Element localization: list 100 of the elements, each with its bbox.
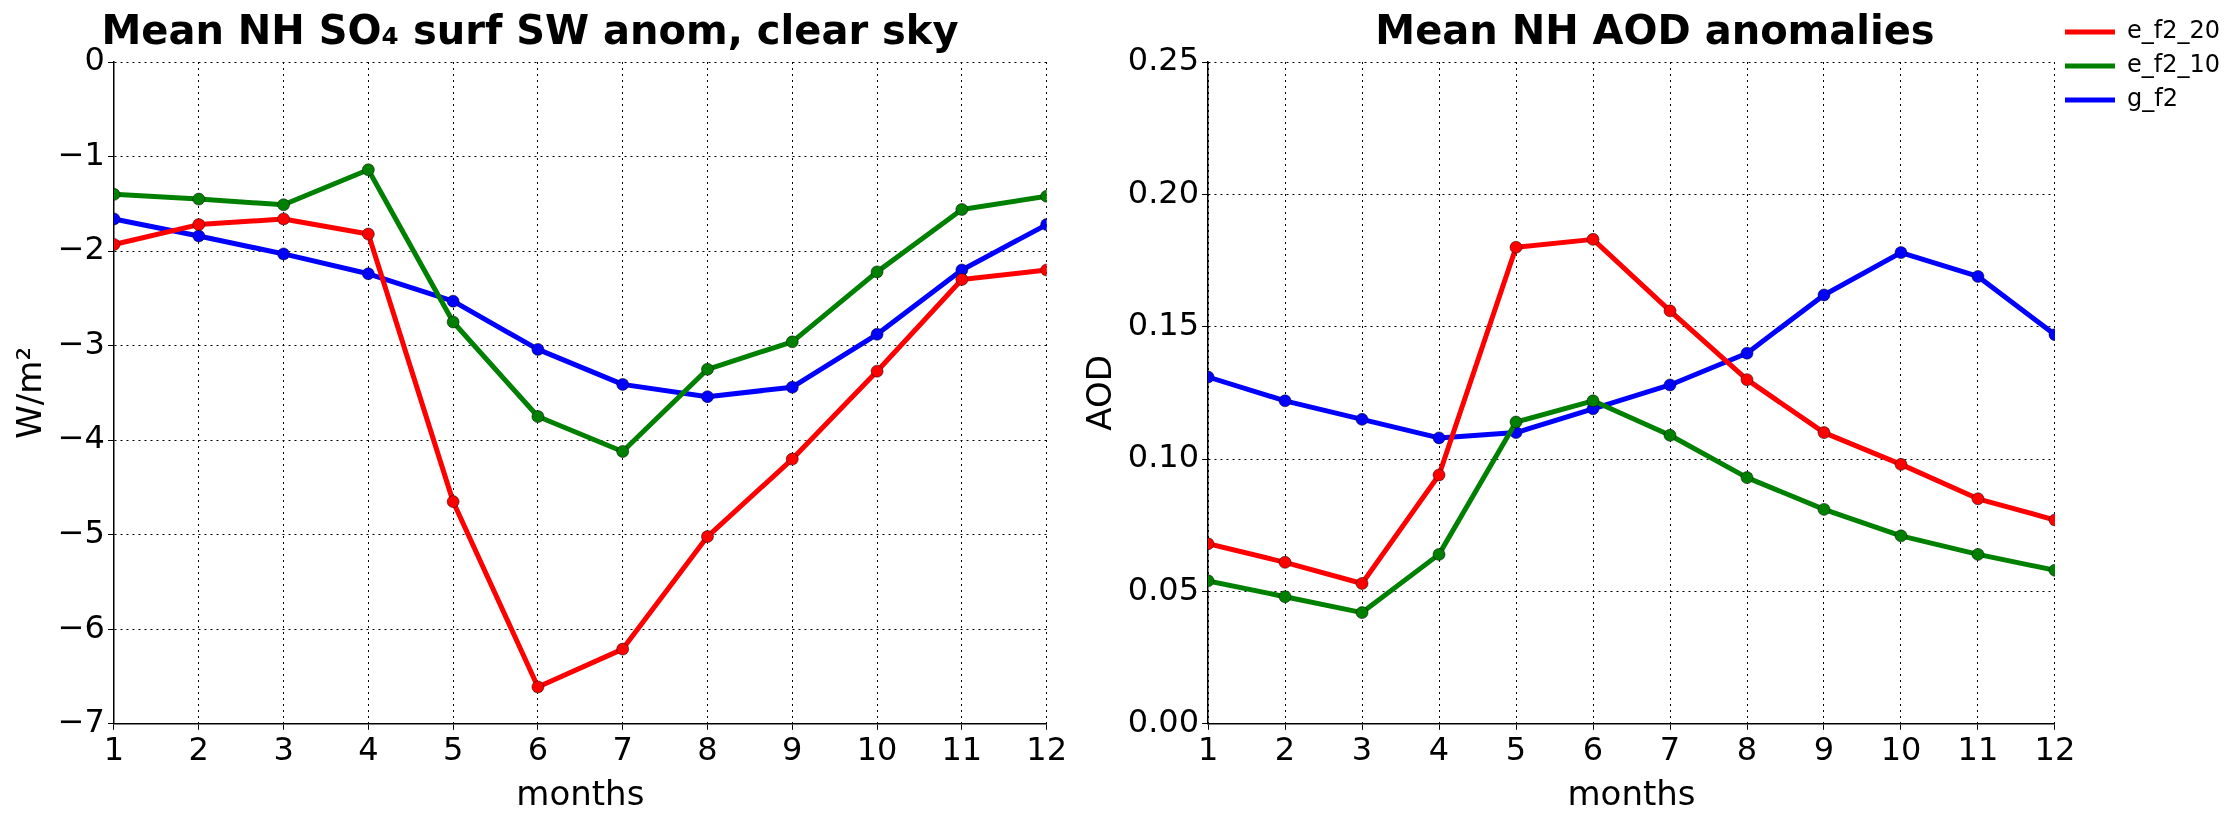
- y-tick-label: 0.00: [1127, 702, 1200, 741]
- x-tick-label: 12: [1026, 730, 1067, 769]
- y-tick-label: −6: [57, 607, 105, 646]
- x-tick-label: 12: [2034, 730, 2076, 769]
- point: [870, 328, 884, 341]
- point: [1509, 241, 1523, 254]
- point: [1278, 556, 1292, 569]
- point: [1894, 458, 1908, 471]
- point: [531, 680, 545, 694]
- x-tick-label: 3: [1351, 730, 1373, 769]
- legend-label: e_f2_20: [2126, 16, 2221, 45]
- point: [1355, 413, 1369, 426]
- x-tick-label: 2: [188, 730, 209, 769]
- point: [531, 343, 545, 356]
- point: [192, 192, 206, 206]
- x-tick-label: 8: [1736, 730, 1758, 769]
- point: [1432, 468, 1446, 482]
- point: [870, 364, 884, 378]
- x-tick-label: 4: [358, 730, 379, 769]
- x-tick-label: 2: [1274, 730, 1296, 769]
- y-tick-label: 0.15: [1127, 305, 1200, 344]
- point: [1663, 429, 1677, 442]
- point: [786, 380, 799, 394]
- point: [701, 390, 714, 403]
- point: [277, 198, 290, 212]
- x-axis-title: months: [516, 773, 645, 814]
- point: [1586, 233, 1600, 246]
- point: [1971, 548, 1985, 561]
- y-tick-label: −1: [57, 134, 105, 173]
- point: [1432, 431, 1446, 445]
- x-tick-label: 7: [1659, 730, 1681, 769]
- point: [1740, 471, 1754, 484]
- point: [1971, 492, 1985, 506]
- point: [1740, 346, 1754, 360]
- point: [1817, 503, 1831, 516]
- y-axis-title: W/m²: [9, 346, 50, 439]
- point: [616, 445, 629, 458]
- point: [1663, 304, 1677, 318]
- point: [955, 273, 969, 286]
- point: [786, 335, 799, 349]
- x-tick-label: 1: [1197, 730, 1219, 769]
- y-tick-label: −2: [57, 229, 105, 268]
- x-axis-title: months: [1567, 773, 1696, 814]
- point: [362, 227, 375, 241]
- x-tick-label: 9: [782, 730, 803, 769]
- x-tick-label: 7: [612, 730, 633, 769]
- point: [1817, 426, 1831, 439]
- point: [1894, 529, 1908, 543]
- point: [277, 212, 290, 226]
- point: [446, 294, 460, 308]
- point: [616, 642, 629, 656]
- point: [870, 265, 884, 279]
- point: [1971, 270, 1985, 283]
- y-tick-label: −5: [57, 513, 105, 552]
- x-tick-label: 5: [442, 730, 464, 769]
- y-tick-label: −3: [57, 323, 105, 362]
- point: [192, 218, 206, 231]
- point: [277, 247, 290, 261]
- point: [1355, 577, 1369, 590]
- legend-label: g_f2: [2126, 84, 2178, 113]
- point: [1663, 378, 1677, 392]
- point: [955, 203, 969, 216]
- chart-title: Mean NH AOD anomalies: [1375, 7, 1935, 54]
- x-tick-label: 11: [941, 730, 983, 769]
- point: [362, 267, 375, 281]
- point: [1278, 590, 1292, 603]
- y-tick-label: 0.05: [1127, 569, 1200, 608]
- x-tick-label: 1: [103, 730, 125, 769]
- point: [1894, 246, 1908, 259]
- y-tick-label: −4: [57, 418, 105, 457]
- legend-label: e_f2_10: [2126, 50, 2221, 79]
- x-tick-label: 4: [1428, 730, 1450, 769]
- x-tick-label: 11: [1957, 730, 1999, 769]
- x-tick-label: 10: [856, 730, 898, 769]
- point: [192, 229, 206, 243]
- point: [786, 452, 799, 466]
- x-tick-label: 6: [1582, 730, 1604, 769]
- point: [446, 315, 460, 329]
- y-axis-title: AOD: [1079, 355, 1120, 431]
- y-tick-label: −7: [57, 702, 105, 741]
- x-tick-label: 10: [1880, 730, 1922, 769]
- point: [701, 530, 714, 543]
- y-tick-label: 0.10: [1127, 437, 1200, 476]
- x-tick-label: 5: [1505, 730, 1527, 769]
- x-tick-label: 9: [1813, 730, 1835, 769]
- point: [446, 495, 460, 508]
- y-tick-label: 0.25: [1127, 40, 1200, 79]
- point: [1432, 548, 1446, 561]
- point: [1509, 415, 1523, 429]
- point: [362, 163, 375, 177]
- x-tick-label: 3: [273, 730, 294, 769]
- y-tick-label: 0.20: [1127, 172, 1200, 211]
- point: [1586, 394, 1600, 408]
- point: [1740, 373, 1754, 386]
- point: [701, 363, 714, 376]
- point: [1817, 288, 1831, 302]
- point: [616, 378, 629, 391]
- x-tick-label: 6: [527, 730, 549, 769]
- x-tick-label: 8: [697, 730, 718, 769]
- point: [1355, 606, 1369, 619]
